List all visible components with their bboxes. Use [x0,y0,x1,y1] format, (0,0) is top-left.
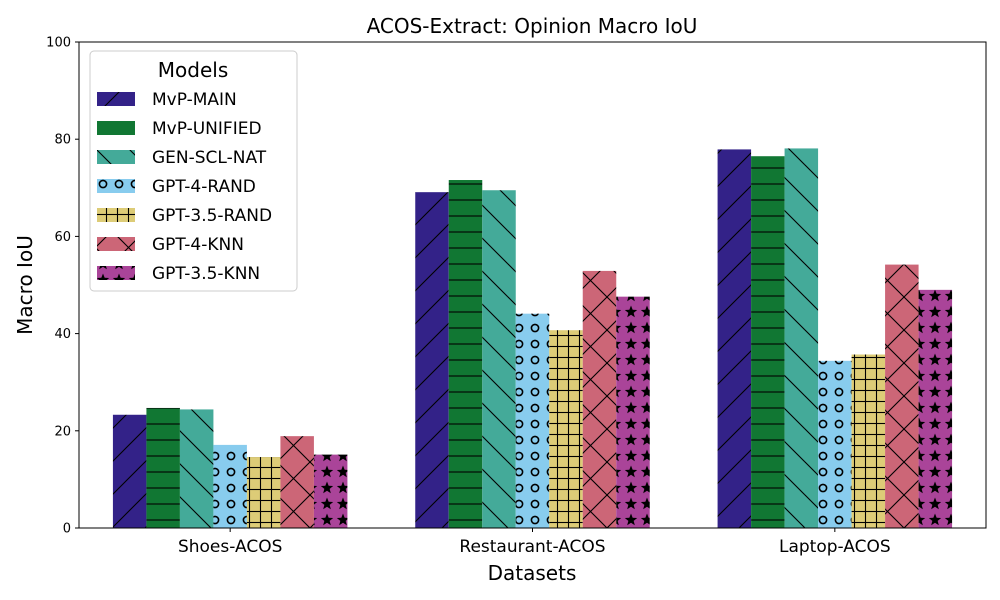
bar-gpt-4-rand-shoes-acos [213,444,247,528]
bar-mvp-main-restaurant-acos [415,192,449,529]
legend-swatch-gpt-4-rand [97,179,135,193]
bar-gen-scl-nat-shoes-acos [179,409,214,528]
legend-swatch-gpt-3.5-rand [97,208,135,222]
bar-gpt-4-knn-restaurant-acos [582,270,617,528]
legend-swatch-gpt-3.5-knn [97,266,135,280]
y-axis-label: Macro IoU [13,235,37,335]
x-axis-label: Datasets [488,561,577,585]
legend: Models MvP-MAIN MvP-UNIFIED GEN-SCL-NAT GPT… [89,50,298,292]
legend-swatch-mvp-main [97,92,135,106]
y-axis: 0 20 40 60 80 100 [46,36,79,537]
bar-mvp-main-laptop-acos [717,149,752,528]
bar-gpt-3.5-knn-shoes-acos [313,454,348,528]
bar-gpt-3.5-rand-laptop-acos [851,354,886,528]
bar-mvp-unified-shoes-acos [146,407,180,528]
bar-gpt-3.5-rand-restaurant-acos [549,330,583,528]
legend-swatch-mvp-unified [97,121,135,135]
legend-label-gpt-4-knn: GPT-4-KNN [152,235,244,255]
bar-gpt-3.5-knn-restaurant-acos [616,296,650,528]
legend-label-gpt-4-rand: GPT-4-RAND [152,177,256,197]
y-tick-label: 100 [46,36,71,51]
y-tick-label: 40 [54,327,71,342]
legend-label-gpt-3.5-knn: GPT-3.5-KNN [152,264,260,284]
y-tick-label: 80 [54,133,71,148]
bar-mvp-unified-laptop-acos [751,156,785,528]
bar-gpt-4-rand-laptop-acos [818,360,852,528]
legend-swatch-gen-scl-nat [97,150,135,164]
y-tick-label: 0 [63,522,71,537]
bar-gpt-4-knn-laptop-acos [885,264,919,528]
legend-label-gen-scl-nat: GEN-SCL-NAT [152,148,267,168]
legend-frame [89,50,298,292]
y-tick-label: 20 [54,424,71,439]
chart-title: ACOS-Extract: Opinion Macro IoU [367,14,698,38]
bar-gen-scl-nat-laptop-acos [784,148,819,528]
legend-label-mvp-main: MvP-MAIN [152,90,237,110]
x-tick-label: Restaurant-ACOS [459,537,605,557]
bar-gpt-3.5-rand-shoes-acos [246,457,281,528]
bar-mvp-unified-restaurant-acos [448,180,483,528]
legend-title: Models [158,58,228,82]
legend-swatch-gpt-4-knn [97,237,135,251]
x-tick-label: Laptop-ACOS [779,537,891,557]
y-tick-label: 60 [54,230,71,245]
legend-label-gpt-3.5-rand: GPT-3.5-RAND [152,206,272,226]
legend-label-mvp-unified: MvP-UNIFIED [152,119,262,139]
x-axis: Shoes-ACOS Restaurant-ACOS Laptop-ACOS [178,528,891,557]
bar-gpt-3.5-knn-laptop-acos [918,289,953,528]
bar-gpt-4-knn-shoes-acos [280,436,314,528]
bar-gen-scl-nat-restaurant-acos [482,190,516,529]
bar-mvp-main-shoes-acos [112,414,147,528]
x-tick-label: Shoes-ACOS [178,537,282,557]
bars-group [112,148,953,529]
bar-gpt-4-rand-restaurant-acos [515,313,550,528]
